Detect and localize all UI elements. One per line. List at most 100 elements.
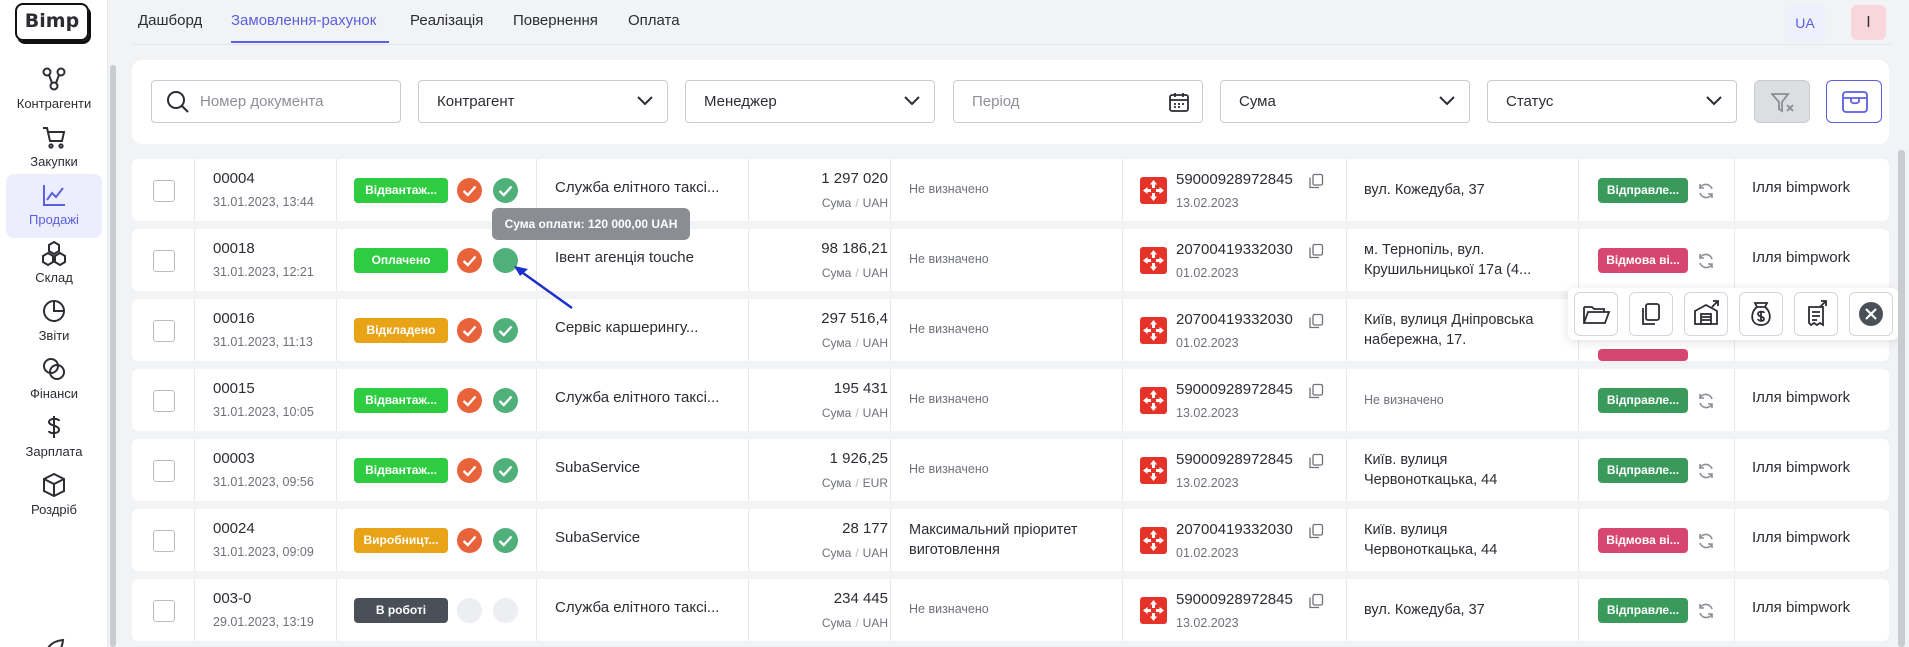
sidebar-item-more[interactable] bbox=[6, 628, 102, 647]
refresh-icon[interactable] bbox=[1696, 601, 1716, 621]
check-green-icon[interactable] bbox=[493, 318, 518, 343]
user-avatar[interactable]: I bbox=[1851, 5, 1886, 40]
refresh-icon[interactable] bbox=[1696, 391, 1716, 411]
archive-button[interactable] bbox=[1826, 80, 1882, 123]
order-status-badge[interactable]: Виробницт... bbox=[354, 528, 448, 553]
sidebar-item-salary[interactable]: Зарплата bbox=[6, 406, 102, 470]
sidebar-item-contractors[interactable]: Контрагенти bbox=[6, 58, 102, 122]
refresh-icon[interactable] bbox=[1696, 531, 1716, 551]
bimp-logo[interactable]: Bimp bbox=[15, 3, 89, 41]
ttn-number[interactable]: 59000928972845 bbox=[1176, 171, 1293, 188]
sum-select[interactable]: Сума bbox=[1220, 80, 1470, 123]
tab-returns[interactable]: Повернення bbox=[513, 12, 598, 29]
order-number[interactable]: 00024 bbox=[213, 520, 255, 537]
delivery-status-badge[interactable]: Відправле... bbox=[1598, 178, 1688, 203]
order-number[interactable]: 00015 bbox=[213, 380, 255, 397]
invoice-button[interactable] bbox=[1794, 292, 1838, 336]
payment-button[interactable] bbox=[1739, 292, 1783, 336]
payment-status-dot[interactable] bbox=[493, 248, 518, 273]
check-orange-icon[interactable] bbox=[457, 178, 482, 203]
order-status-badge[interactable]: Відвантаж... bbox=[354, 458, 448, 483]
row-checkbox[interactable] bbox=[153, 390, 175, 412]
status-select[interactable]: Статус bbox=[1487, 80, 1737, 123]
client-name[interactable]: SubaService bbox=[555, 529, 641, 546]
table-row[interactable]: 003-0 29.01.2023, 13:19 В роботі Служба елі… bbox=[132, 579, 1889, 641]
client-name[interactable]: SubaService bbox=[555, 459, 641, 476]
client-name[interactable]: Служба елітного таксі... bbox=[555, 599, 720, 616]
table-row[interactable]: 00018 31.01.2023, 12:21 Оплачено Івент аген… bbox=[132, 229, 1889, 291]
check-green-icon[interactable] bbox=[493, 388, 518, 413]
check-orange-icon[interactable] bbox=[457, 248, 482, 273]
refresh-icon[interactable] bbox=[1696, 251, 1716, 271]
order-status-badge[interactable]: Оплачено bbox=[354, 248, 448, 273]
table-row[interactable]: 00024 31.01.2023, 09:09 Виробницт... SubaSe… bbox=[132, 509, 1889, 571]
order-status-badge[interactable]: В роботі bbox=[354, 598, 448, 623]
order-number[interactable]: 003-0 bbox=[213, 590, 252, 607]
refresh-icon[interactable] bbox=[1696, 181, 1716, 201]
row-checkbox[interactable] bbox=[153, 530, 175, 552]
delivery-status-badge[interactable]: Відмова ві... bbox=[1598, 528, 1688, 553]
client-name[interactable]: Сервіс каршерингу... bbox=[555, 319, 699, 336]
order-number[interactable]: 00016 bbox=[213, 310, 255, 327]
check-orange-icon[interactable] bbox=[457, 388, 482, 413]
ttn-number[interactable]: 20700419332030 bbox=[1176, 241, 1293, 258]
ttn-number[interactable]: 59000928972845 bbox=[1176, 451, 1293, 468]
order-status-badge[interactable]: Відвантаж... bbox=[354, 388, 448, 413]
tab-orders-invoice[interactable]: Замовлення-рахунок bbox=[231, 12, 377, 29]
client-name[interactable]: Івент агенція touche bbox=[555, 249, 694, 266]
order-number[interactable]: 00004 bbox=[213, 170, 255, 187]
ttn-number[interactable]: 59000928972845 bbox=[1176, 381, 1293, 398]
check-orange-icon[interactable] bbox=[457, 318, 482, 343]
order-number[interactable]: 00018 bbox=[213, 240, 255, 257]
refresh-icon[interactable] bbox=[1696, 461, 1716, 481]
tab-dashboard[interactable]: Дашборд bbox=[138, 12, 203, 29]
copy-button[interactable] bbox=[1629, 292, 1673, 336]
check-green-icon[interactable] bbox=[493, 528, 518, 553]
delivery-status-badge[interactable]: Відправле... bbox=[1598, 458, 1688, 483]
open-button[interactable] bbox=[1574, 292, 1618, 336]
ttn-number[interactable]: 59000928972845 bbox=[1176, 591, 1293, 608]
client-name[interactable]: Служба елітного таксі... bbox=[555, 389, 720, 406]
manager-select[interactable]: Менеджер bbox=[685, 80, 935, 123]
row-checkbox[interactable] bbox=[153, 460, 175, 482]
delivery-status-badge[interactable]: Відправле... bbox=[1598, 388, 1688, 413]
check-orange-icon[interactable] bbox=[457, 458, 482, 483]
payment-check-empty[interactable] bbox=[457, 598, 482, 623]
sidebar-item-sales[interactable]: Продажі bbox=[6, 174, 102, 238]
cancel-button[interactable] bbox=[1849, 292, 1893, 336]
copy-icon[interactable] bbox=[1308, 243, 1324, 259]
shipment-check-empty[interactable] bbox=[493, 598, 518, 623]
sidebar-item-purchases[interactable]: Закупки bbox=[6, 116, 102, 180]
order-status-badge[interactable]: Відкладено bbox=[354, 318, 448, 343]
sidebar-item-warehouse[interactable]: Склад bbox=[6, 232, 102, 296]
doc-number-search[interactable]: Номер документа bbox=[151, 80, 401, 123]
copy-icon[interactable] bbox=[1308, 173, 1324, 189]
table-row[interactable]: 00004 31.01.2023, 13:44 Відвантаж... Служба… bbox=[132, 159, 1889, 221]
copy-icon[interactable] bbox=[1308, 313, 1324, 329]
row-checkbox[interactable] bbox=[153, 320, 175, 342]
sidebar-scrollbar[interactable] bbox=[110, 65, 116, 647]
order-status-badge[interactable]: Відвантаж... bbox=[354, 178, 448, 203]
ttn-number[interactable]: 20700419332030 bbox=[1176, 311, 1293, 328]
tab-realization[interactable]: Реалізація bbox=[410, 12, 484, 29]
copy-icon[interactable] bbox=[1308, 523, 1324, 539]
order-number[interactable]: 00003 bbox=[213, 450, 255, 467]
delivery-status-badge[interactable]: Відправле... bbox=[1598, 598, 1688, 623]
row-checkbox[interactable] bbox=[153, 180, 175, 202]
table-row[interactable]: 00015 31.01.2023, 10:05 Відвантаж... Служба… bbox=[132, 369, 1889, 431]
language-switch[interactable]: UA bbox=[1785, 5, 1825, 41]
sidebar-item-finance[interactable]: Фінанси bbox=[6, 348, 102, 412]
check-orange-icon[interactable] bbox=[457, 528, 482, 553]
clear-filters-button[interactable] bbox=[1754, 80, 1810, 123]
tab-payment[interactable]: Оплата bbox=[628, 12, 680, 29]
period-picker[interactable]: Період bbox=[953, 80, 1203, 123]
copy-icon[interactable] bbox=[1308, 593, 1324, 609]
sidebar-item-retail[interactable]: Роздріб bbox=[6, 464, 102, 528]
ship-from-warehouse-button[interactable] bbox=[1684, 292, 1728, 336]
row-checkbox[interactable] bbox=[153, 250, 175, 272]
check-green-icon[interactable] bbox=[493, 458, 518, 483]
table-row[interactable]: 00003 31.01.2023, 09:56 Відвантаж... SubaSe… bbox=[132, 439, 1889, 501]
ttn-number[interactable]: 20700419332030 bbox=[1176, 521, 1293, 538]
client-name[interactable]: Служба елітного таксі... bbox=[555, 179, 720, 196]
check-green-icon[interactable] bbox=[493, 178, 518, 203]
